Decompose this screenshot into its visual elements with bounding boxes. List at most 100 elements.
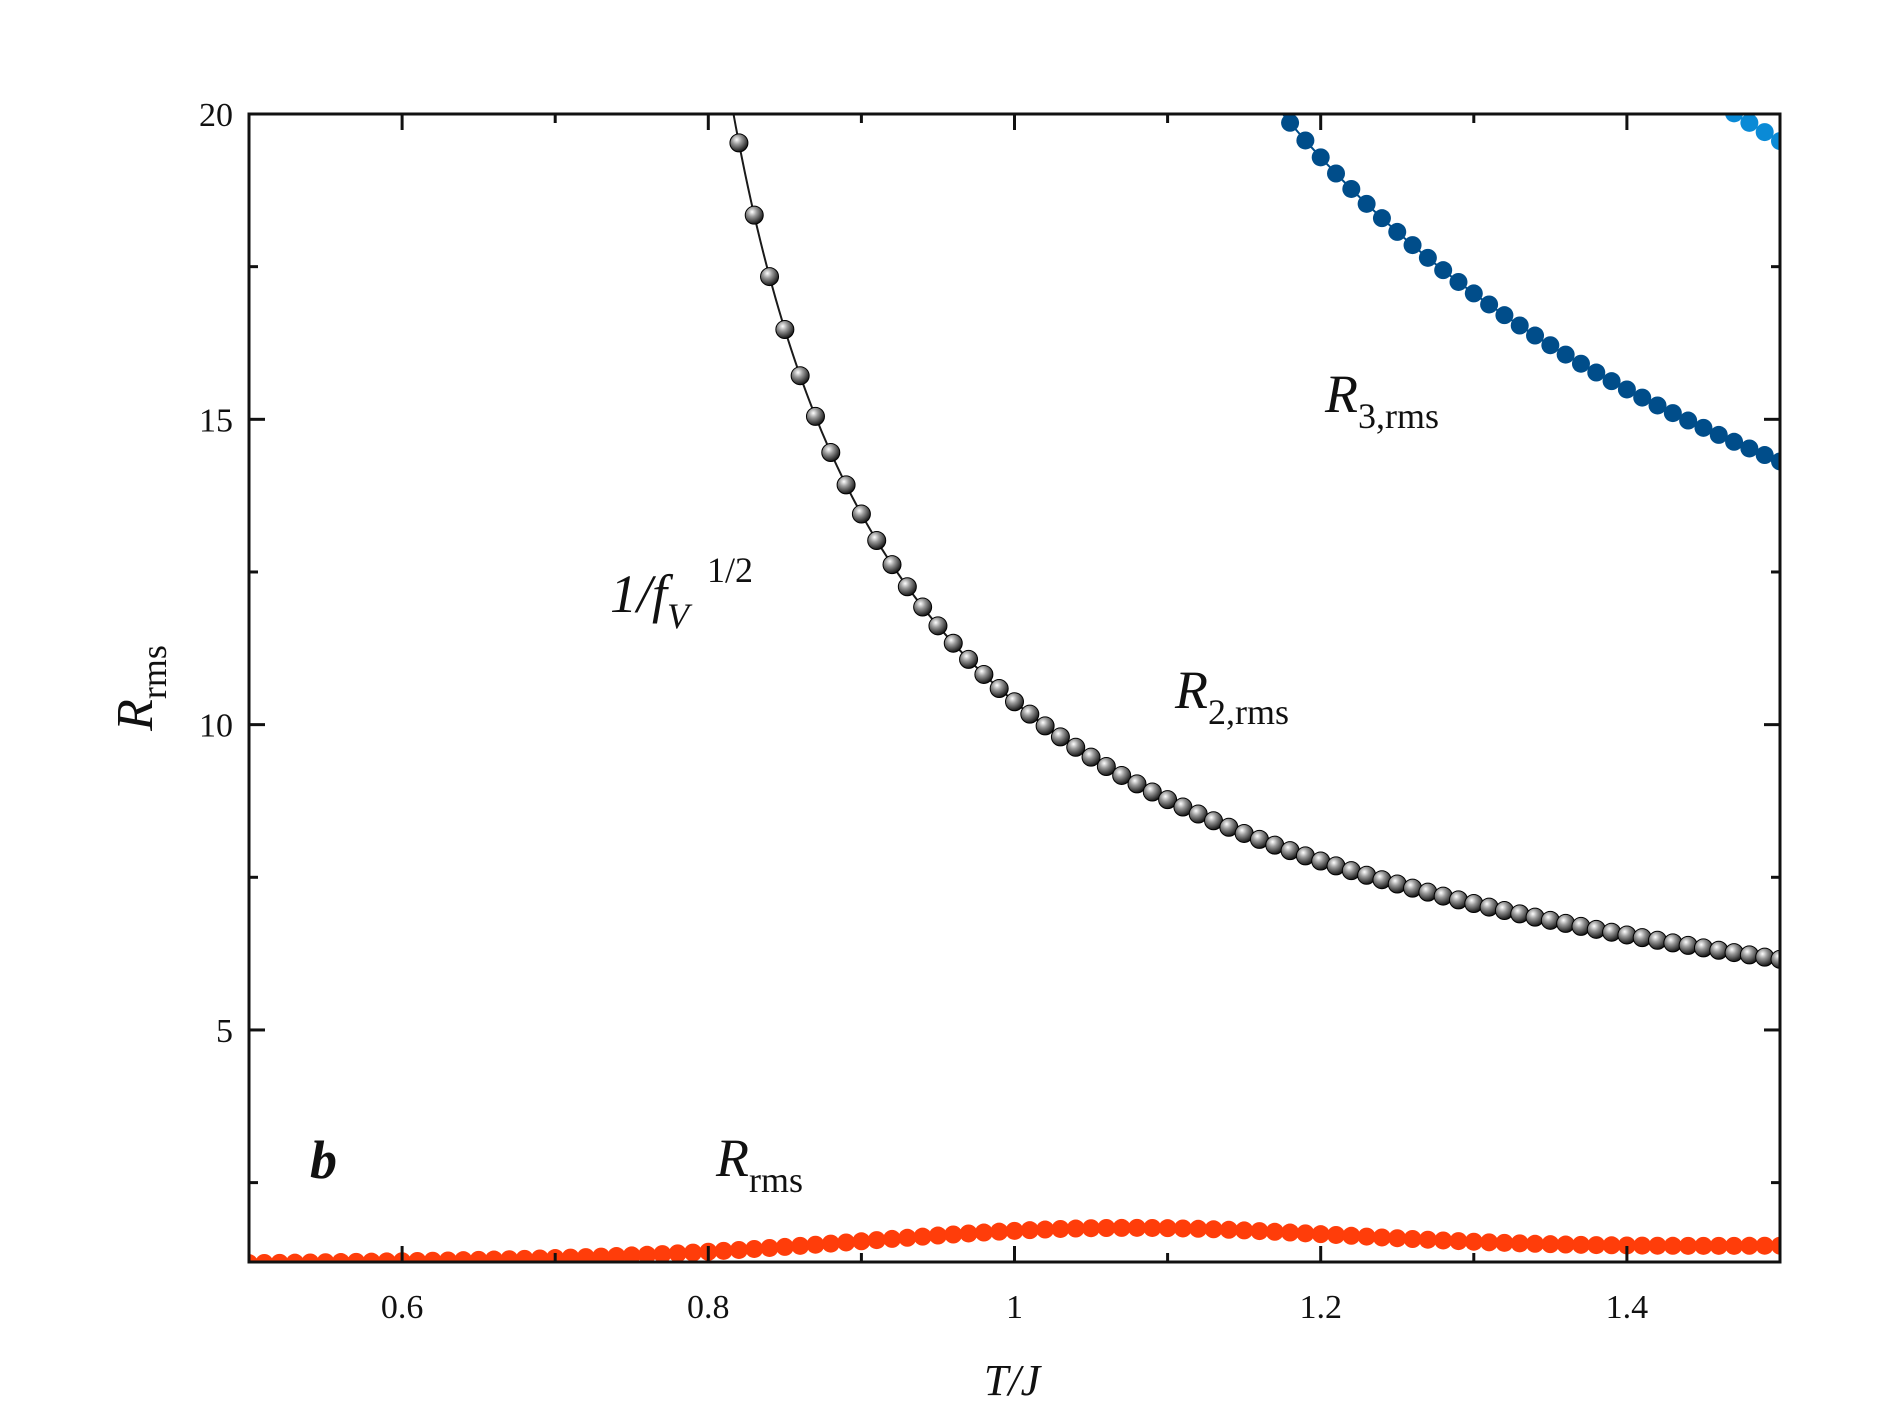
data-point <box>836 475 856 495</box>
series-label-r3: R3,rms <box>1324 364 1439 436</box>
data-point <box>1770 949 1780 969</box>
series-label-rrms-sub: rms <box>749 1160 803 1200</box>
data-point <box>1540 910 1560 930</box>
data-point <box>1480 295 1499 314</box>
data-point <box>1189 1219 1208 1238</box>
data-point <box>331 1253 350 1262</box>
series-label-rrms-main: R <box>715 1128 749 1188</box>
data-point <box>1771 452 1780 471</box>
data-point <box>1617 380 1636 399</box>
data-point <box>1127 1218 1146 1237</box>
data-point <box>500 1250 519 1262</box>
data-point <box>408 1251 427 1262</box>
data-point <box>745 1239 764 1258</box>
data-point <box>1311 148 1330 167</box>
y-tick-label: 15 <box>199 402 233 439</box>
data-point <box>790 366 810 386</box>
series-label-r2-main: R <box>1174 660 1208 720</box>
data-point <box>1281 1223 1300 1242</box>
data-point <box>1434 261 1453 280</box>
series-label-fv-main: 1/f <box>610 564 674 624</box>
data-point <box>1142 782 1162 802</box>
data-point <box>1281 114 1300 132</box>
data-point <box>454 1251 473 1262</box>
data-point <box>1679 74 1697 92</box>
data-point <box>1663 1236 1682 1255</box>
series-label-fv-sup: 1/2 <box>707 550 753 590</box>
x-tick-label: 1.2 <box>1299 1289 1342 1326</box>
data-point <box>1495 1233 1514 1252</box>
data-point <box>1725 432 1744 451</box>
data-point <box>883 1229 902 1248</box>
data-point <box>1709 1236 1728 1255</box>
data-point <box>1220 34 1238 52</box>
data-point <box>1418 248 1437 267</box>
data-point <box>1403 236 1422 255</box>
data-point <box>1035 716 1055 736</box>
data-point <box>1005 1221 1024 1240</box>
y-axis-title: Rrms <box>107 645 174 732</box>
data-point <box>1771 1236 1780 1255</box>
data-point <box>270 1253 289 1262</box>
data-point <box>1082 1219 1101 1238</box>
series-layer <box>249 0 1780 1262</box>
data-point <box>1618 29 1636 47</box>
series-3 <box>1572 0 1780 151</box>
data-point <box>1205 12 1223 30</box>
data-point <box>1036 1220 1055 1239</box>
data-point <box>1096 757 1116 777</box>
data-point <box>561 1248 580 1262</box>
data-point <box>1710 95 1728 113</box>
data-point <box>1296 1224 1315 1243</box>
data-point <box>1372 1228 1391 1247</box>
data-point <box>1755 1236 1774 1255</box>
data-point <box>959 1224 978 1243</box>
data-point <box>898 1228 917 1247</box>
data-point <box>974 1223 993 1242</box>
data-point <box>347 1252 366 1262</box>
data-point <box>821 443 841 463</box>
data-point <box>515 1249 534 1262</box>
data-point <box>1327 1225 1346 1244</box>
data-point <box>1464 284 1483 303</box>
data-point <box>943 633 963 653</box>
data-point <box>1679 1236 1698 1255</box>
data-point <box>714 1241 733 1260</box>
data-point <box>1327 164 1346 183</box>
data-point <box>1143 1218 1162 1237</box>
data-point <box>362 1252 381 1262</box>
series-label-rrms: Rrms <box>715 1128 803 1200</box>
data-point <box>1449 1232 1468 1251</box>
data-point <box>1112 1218 1131 1237</box>
x-tick-label: 0.6 <box>381 1289 424 1326</box>
data-point <box>1342 1226 1361 1245</box>
data-point <box>944 1225 963 1244</box>
data-point <box>775 320 795 340</box>
series-label-fv: 1/fV 1/2 <box>610 550 753 636</box>
x-tick-label: 1.4 <box>1606 1289 1649 1326</box>
data-point <box>1403 1230 1422 1248</box>
data-point <box>423 1251 442 1262</box>
data-point <box>775 1237 794 1256</box>
data-point <box>1541 336 1560 355</box>
data-point <box>1526 326 1545 345</box>
data-point <box>882 555 902 575</box>
data-point <box>1127 774 1147 794</box>
data-point <box>1250 76 1268 94</box>
y-tick-label: 20 <box>199 97 233 134</box>
data-point <box>1587 1236 1606 1255</box>
ticks-layer: 0.6 0.8 1 1.2 1.4 5 10 15 20 <box>199 97 1782 1326</box>
data-point <box>1525 907 1545 927</box>
data-point <box>1265 1222 1284 1241</box>
data-point <box>285 1253 304 1262</box>
data-point <box>439 1251 458 1262</box>
data-point <box>1740 439 1759 458</box>
data-point <box>316 1253 335 1262</box>
data-point <box>1602 1236 1621 1255</box>
data-point <box>1755 446 1774 465</box>
data-point <box>760 1238 779 1257</box>
data-point <box>1572 0 1590 9</box>
panel-label: b <box>310 1130 337 1190</box>
series-label-r3-sub: 3,rms <box>1358 396 1439 436</box>
data-point <box>1709 425 1728 444</box>
